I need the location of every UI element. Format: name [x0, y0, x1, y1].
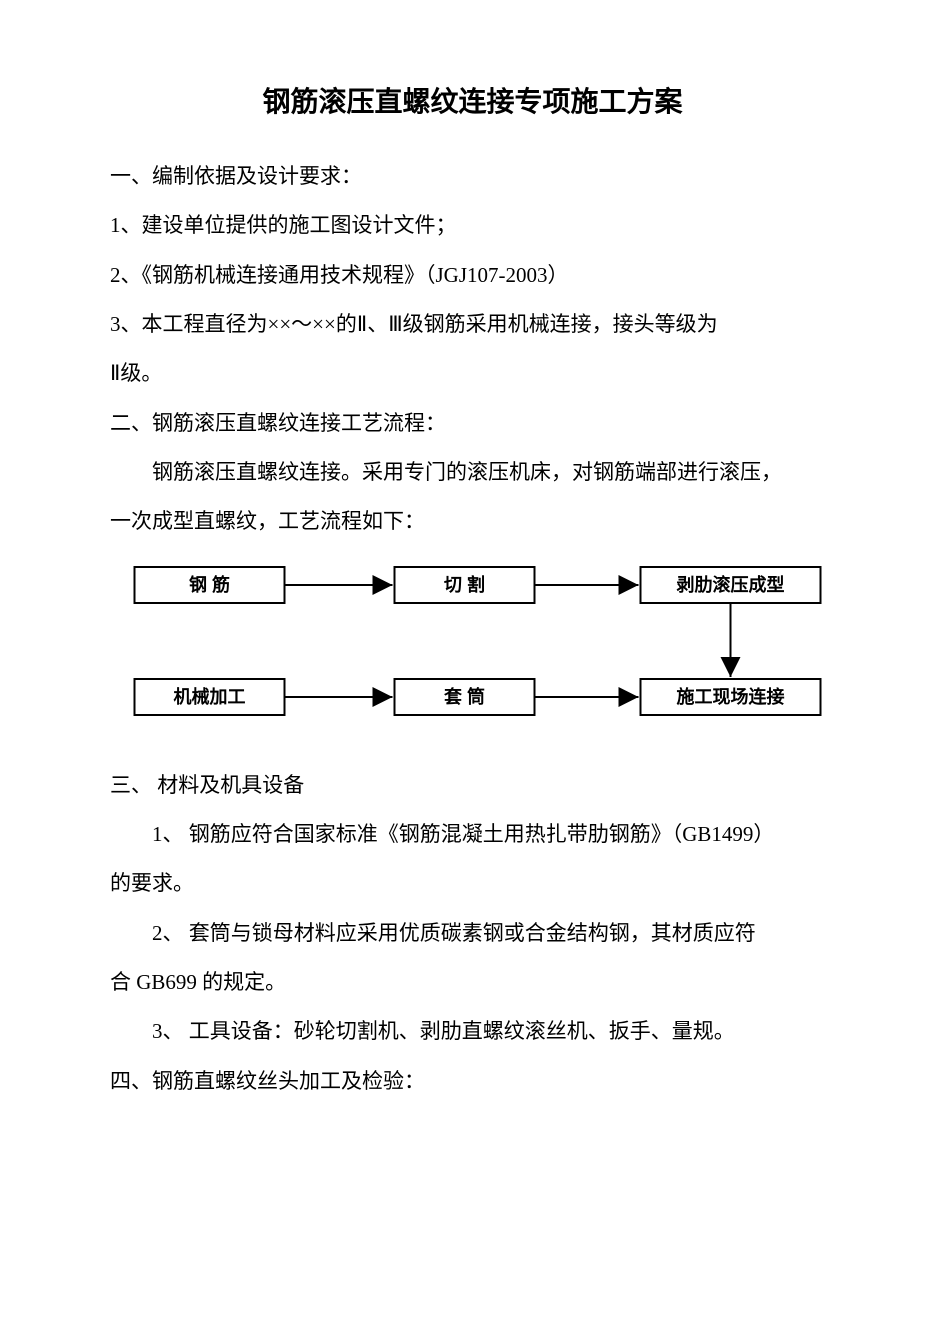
section4-heading: 四、钢筋直螺纹丝头加工及检验：	[110, 1057, 835, 1106]
section3-item3: 3、 工具设备：砂轮切割机、剥肋直螺纹滚丝机、扳手、量规。	[110, 1007, 835, 1056]
section3-heading: 三、 材料及机具设备	[110, 761, 835, 810]
flow-label-cut: 切 割	[444, 574, 485, 595]
flow-label-machining: 机械加工	[174, 686, 246, 707]
section3-item2-line1: 2、 套筒与锁母材料应采用优质碳素钢或合金结构钢，其材质应符	[110, 909, 835, 958]
flow-label-sleeve: 套 筒	[444, 686, 485, 707]
process-flowchart: 钢 筋 切 割 剥肋滚压成型 机械加工 套 筒 施工现场连接	[110, 559, 835, 734]
section3-item1-line2: 的要求。	[110, 859, 835, 908]
section1-heading: 一、编制依据及设计要求：	[110, 152, 835, 201]
flow-label-peel: 剥肋滚压成型	[677, 574, 785, 595]
section1-item1: 1、建设单位提供的施工图设计文件；	[110, 201, 835, 250]
section1-item2: 2、《钢筋机械连接通用技术规程》（JGJ107-2003）	[110, 251, 835, 300]
section1-item3-line2: Ⅱ级。	[110, 349, 835, 398]
flow-label-connect: 施工现场连接	[677, 686, 785, 707]
section3-item1-line1: 1、 钢筋应符合国家标准《钢筋混凝土用热扎带肋钢筋》（GB1499）	[110, 810, 835, 859]
document-title: 钢筋滚压直螺纹连接专项施工方案	[110, 80, 835, 120]
section2-para-line2: 一次成型直螺纹，工艺流程如下：	[110, 497, 835, 546]
section2-heading: 二、钢筋滚压直螺纹连接工艺流程：	[110, 399, 835, 448]
flow-label-steel: 钢 筋	[189, 574, 230, 595]
section3-item2-line2: 合 GB699 的规定。	[110, 958, 835, 1007]
section2-para-line1: 钢筋滚压直螺纹连接。采用专门的滚压机床，对钢筋端部进行滚压，	[110, 448, 835, 497]
section1-item3-line1: 3、本工程直径为××～××的Ⅱ、Ⅲ级钢筋采用机械连接，接头等级为	[110, 300, 835, 349]
